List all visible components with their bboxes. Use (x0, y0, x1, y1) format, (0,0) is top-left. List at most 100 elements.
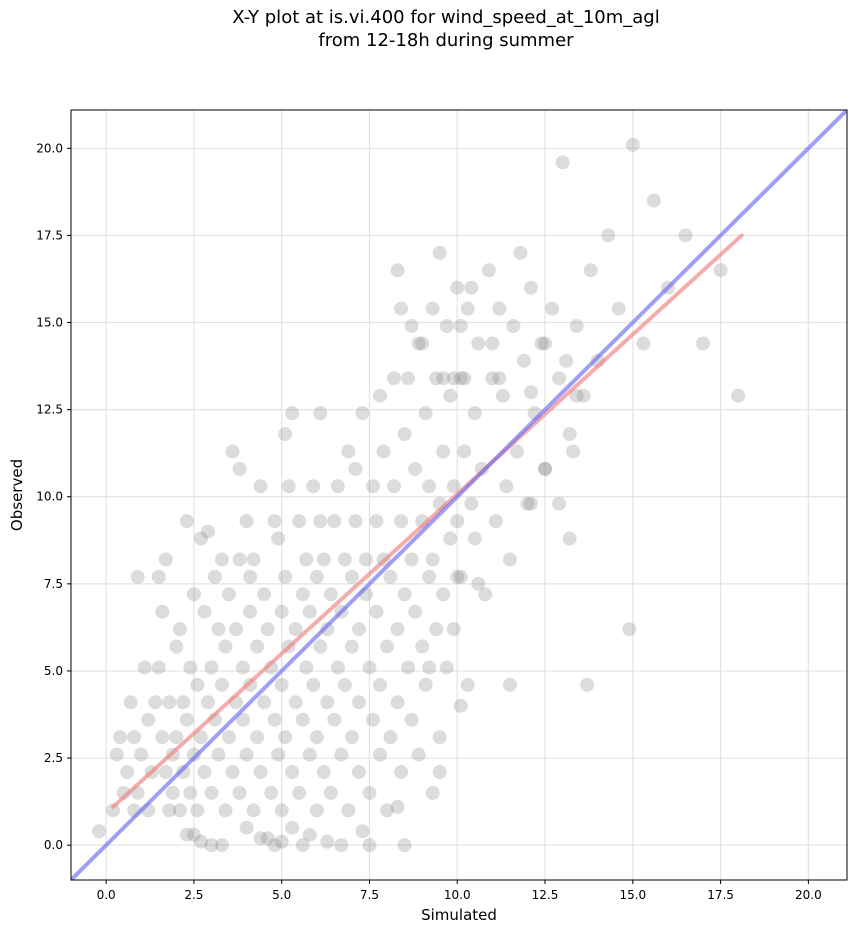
data-point (387, 479, 402, 494)
data-point (302, 827, 317, 842)
data-point (214, 552, 229, 567)
data-point (372, 677, 387, 692)
data-point (566, 444, 581, 459)
data-point (274, 677, 289, 692)
data-point (179, 827, 194, 842)
y-tick-label: 0.0 (44, 838, 63, 852)
data-point (646, 193, 661, 208)
data-point (429, 371, 444, 386)
data-point (239, 820, 254, 835)
data-point (344, 730, 359, 745)
data-point (523, 496, 538, 511)
data-point (309, 730, 324, 745)
data-point (236, 660, 251, 675)
data-point (390, 622, 405, 637)
data-point (355, 824, 370, 839)
data-point (141, 712, 156, 727)
data-point (292, 785, 307, 800)
data-point (492, 301, 507, 316)
data-point (460, 301, 475, 316)
data-point (552, 496, 567, 511)
data-point (383, 730, 398, 745)
y-axis-label: Observed (8, 459, 26, 531)
data-point (390, 695, 405, 710)
data-point (309, 569, 324, 584)
data-point (394, 764, 409, 779)
data-point (569, 319, 584, 334)
data-point (158, 552, 173, 567)
data-point (344, 569, 359, 584)
data-point (306, 677, 321, 692)
data-point (358, 552, 373, 567)
y-tick-label: 20.0 (36, 141, 63, 155)
data-point (285, 764, 300, 779)
data-point (313, 514, 328, 529)
data-point (443, 388, 458, 403)
data-point (394, 301, 409, 316)
data-point (137, 660, 152, 675)
data-point (193, 834, 208, 849)
data-point (320, 695, 335, 710)
data-point (457, 371, 472, 386)
data-point (450, 280, 465, 295)
data-point (372, 388, 387, 403)
regression-line (111, 233, 744, 809)
data-point (432, 730, 447, 745)
data-point (225, 444, 240, 459)
data-point (172, 622, 187, 637)
data-point (204, 660, 219, 675)
data-point (538, 461, 553, 476)
data-point (422, 479, 437, 494)
data-point (120, 764, 135, 779)
data-point (334, 838, 349, 853)
data-point (193, 531, 208, 546)
data-point (418, 406, 433, 421)
data-point (446, 622, 461, 637)
data-point (425, 552, 440, 567)
data-point (313, 406, 328, 421)
data-point (260, 622, 275, 637)
data-point (559, 353, 574, 368)
data-point (471, 336, 486, 351)
data-point (404, 319, 419, 334)
data-point (387, 371, 402, 386)
data-point (250, 639, 265, 654)
data-point (380, 803, 395, 818)
data-point (499, 479, 514, 494)
data-point (457, 444, 472, 459)
data-point (337, 677, 352, 692)
data-point (425, 785, 440, 800)
data-point (523, 385, 538, 400)
data-point (372, 747, 387, 762)
data-point (257, 695, 272, 710)
data-point (516, 353, 531, 368)
data-point (334, 747, 349, 762)
data-point (158, 764, 173, 779)
y-tick-label: 17.5 (36, 228, 63, 242)
data-point (390, 799, 405, 814)
data-point (179, 712, 194, 727)
data-point (236, 712, 251, 727)
data-point (285, 820, 300, 835)
data-point (636, 336, 651, 351)
data-point (464, 496, 479, 511)
x-tick-label: 20.0 (795, 888, 822, 902)
data-point (327, 514, 342, 529)
data-point (397, 427, 412, 442)
data-point (106, 803, 121, 818)
data-point (109, 747, 124, 762)
data-point (295, 587, 310, 602)
y-tick-label: 12.5 (36, 403, 63, 417)
x-tick-label: 17.5 (707, 888, 734, 902)
data-point (432, 245, 447, 260)
data-point (155, 604, 170, 619)
data-point (267, 838, 282, 853)
data-point (288, 622, 303, 637)
data-point (197, 764, 212, 779)
data-point (214, 838, 229, 853)
data-point (330, 479, 345, 494)
data-point (278, 427, 293, 442)
data-point (323, 587, 338, 602)
data-point (253, 831, 268, 846)
